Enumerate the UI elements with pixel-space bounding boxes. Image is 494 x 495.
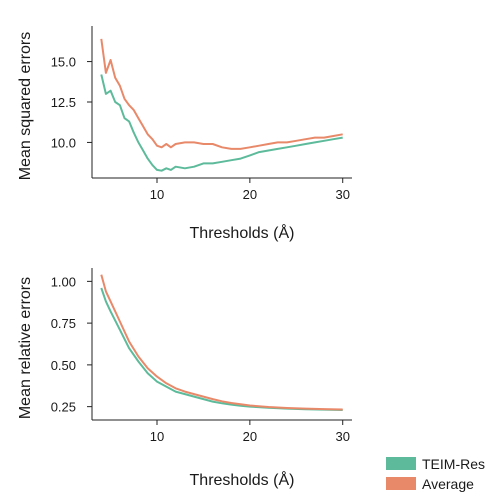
mre-y-axis-label: Mean relative errors [17,277,34,419]
mse-y-axis-label: Mean squared errors [17,32,34,181]
mse-x-axis-label: Thresholds (Å) [190,223,295,242]
mre-ticks: 10 20 30 0.25 0.50 0.75 1.00 [51,274,350,444]
mse-series-average [100,38,343,150]
mse-series-layer [100,38,343,172]
legend-label-teim-res: TEIM-Res [422,456,485,472]
legend-swatch-average [386,477,416,490]
mre-x-tick-label: 20 [243,429,257,444]
mre-x-tick-label: 10 [150,429,164,444]
mre-x-tick-label: 30 [335,429,349,444]
mre-chart: 10 20 30 0.25 0.50 0.75 1.00 Thresholds (Å) Me… [17,268,352,489]
mre-x-axis-label: Thresholds (Å) [190,470,295,489]
mre-series-average [100,274,343,411]
mre-series-teim-res [100,287,343,411]
mse-x-tick-label: 30 [335,187,349,202]
mre-y-tick-label: 0.25 [51,400,76,415]
mre-series-layer [100,274,343,411]
mre-y-tick-label: 1.00 [51,274,76,289]
mse-x-tick-label: 20 [243,187,257,202]
mse-ticks: 10 20 30 10.0 12.5 15.0 [51,55,350,202]
mre-y-tick-label: 0.50 [51,358,76,373]
mse-chart: 10 20 30 10.0 12.5 15.0 Thresholds (Å) Mean s… [17,26,352,242]
legend-swatch-teim-res [386,457,416,470]
legend-label-average: Average [422,476,474,492]
mse-y-tick-label: 12.5 [51,95,76,110]
mse-series-teim-res [100,74,343,172]
mse-y-tick-label: 10.0 [51,135,76,150]
legend: TEIM-Res Average [386,456,485,492]
mse-y-tick-label: 15.0 [51,55,76,70]
mse-x-tick-label: 10 [150,187,164,202]
mre-y-tick-label: 0.75 [51,316,76,331]
